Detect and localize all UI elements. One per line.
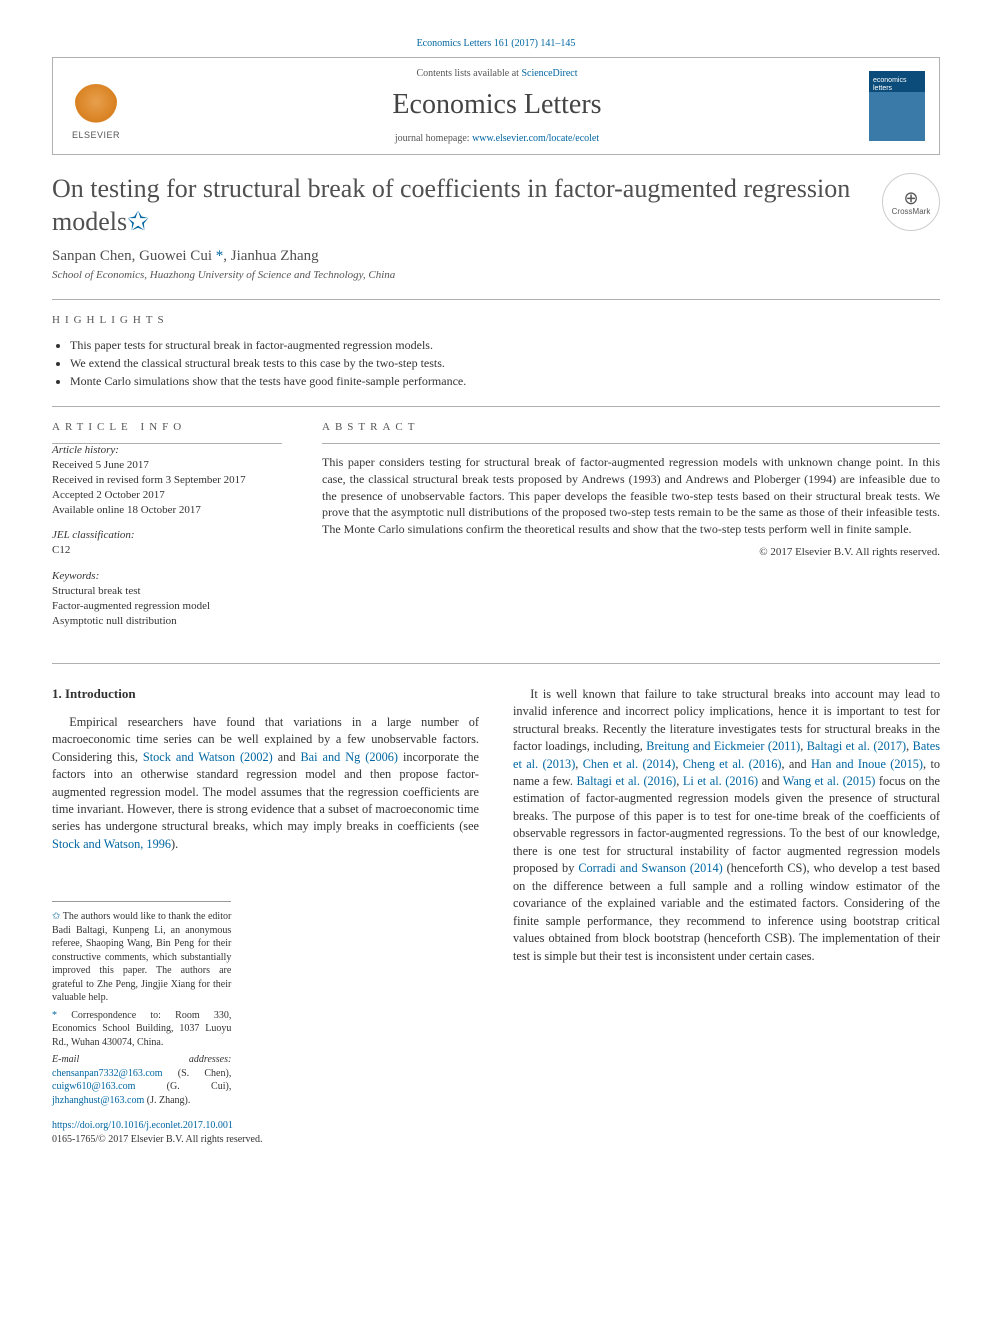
history-online: Available online 18 October 2017 xyxy=(52,503,282,518)
copyright: © 2017 Elsevier B.V. All rights reserved… xyxy=(322,546,940,558)
title-footnote-marker: ✩ xyxy=(127,207,149,236)
citation-link[interactable]: Cheng et al. (2016) xyxy=(683,757,782,771)
homepage-line: journal homepage: www.elsevier.com/locat… xyxy=(125,133,869,144)
email-who: (S. Chen), xyxy=(163,1068,232,1079)
title-text: On testing for structural break of coeff… xyxy=(52,174,850,236)
body-paragraph: It is well known that failure to take st… xyxy=(513,686,940,965)
homepage-prefix: journal homepage: xyxy=(395,133,472,144)
abstract-text: This paper considers testing for structu… xyxy=(322,454,940,538)
highlight-item: We extend the classical structural break… xyxy=(70,354,940,372)
sciencedirect-link[interactable]: ScienceDirect xyxy=(521,68,577,79)
authors-part1: Sanpan Chen, Guowei Cui xyxy=(52,248,216,264)
body-col-right: It is well known that failure to take st… xyxy=(513,686,940,1147)
body-text: and xyxy=(273,750,301,764)
crossmark-badge[interactable]: ⊕ CrossMark xyxy=(882,173,940,231)
body-text: (henceforth CS), who develop a test base… xyxy=(513,861,940,962)
header-center: Contents lists available at ScienceDirec… xyxy=(125,68,869,144)
footnote-emails: E-mail addresses: chensanpan7332@163.com… xyxy=(52,1053,231,1107)
highlights-list: This paper tests for structural break in… xyxy=(52,336,940,390)
homepage-link[interactable]: www.elsevier.com/locate/ecolet xyxy=(472,133,599,144)
citation-link[interactable]: Corradi and Swanson (2014) xyxy=(578,861,722,875)
highlights-label: highlights xyxy=(52,314,940,326)
keywords-head: Keywords: xyxy=(52,570,282,582)
elsevier-logo: ELSEVIER xyxy=(67,72,125,140)
history-block: Article history: Received 5 June 2017 Re… xyxy=(52,444,282,517)
highlight-item: Monte Carlo simulations show that the te… xyxy=(70,372,940,390)
citation-link[interactable]: Li et al. (2016) xyxy=(683,774,758,788)
history-head: Article history: xyxy=(52,444,282,456)
article-title: On testing for structural break of coeff… xyxy=(52,173,866,238)
info-abstract-row: article info Article history: Received 5… xyxy=(52,407,940,641)
journal-reference: Economics Letters 161 (2017) 141–145 xyxy=(52,38,940,49)
section-heading: 1. Introduction xyxy=(52,686,479,702)
doi-block: https://doi.org/10.1016/j.econlet.2017.1… xyxy=(52,1119,479,1146)
affiliation: School of Economics, Huazhong University… xyxy=(52,269,940,281)
authors-part2: , Jianhua Zhang xyxy=(223,248,318,264)
keywords-block: Keywords: Structural break test Factor-a… xyxy=(52,570,282,629)
authors: Sanpan Chen, Guowei Cui *, Jianhua Zhang xyxy=(52,248,940,265)
citation-link[interactable]: Baltagi et al. (2017) xyxy=(807,739,906,753)
elsevier-tree-icon xyxy=(74,84,118,128)
body-text: ). xyxy=(171,837,178,851)
journal-header: ELSEVIER Contents lists available at Sci… xyxy=(52,57,940,155)
email-link[interactable]: jhzhanghust@163.com xyxy=(52,1095,144,1106)
body-text: , xyxy=(575,757,582,771)
body-col-left: 1. Introduction Empirical researchers ha… xyxy=(52,686,479,1147)
article-info-column: article info Article history: Received 5… xyxy=(52,407,282,641)
footnote-ack: ✩ The authors would like to thank the ed… xyxy=(52,910,231,1005)
body-text: and xyxy=(758,774,783,788)
highlight-item: This paper tests for structural break in… xyxy=(70,336,940,354)
keyword: Asymptotic null distribution xyxy=(52,614,282,629)
article-info-label: article info xyxy=(52,421,282,433)
citation-link[interactable]: Wang et al. (2015) xyxy=(783,774,876,788)
citation-link[interactable]: Stock and Watson, 1996 xyxy=(52,837,171,851)
crossmark-icon: ⊕ xyxy=(903,189,918,207)
citation-link[interactable]: Stock and Watson (2002) xyxy=(143,750,273,764)
citation-link[interactable]: Baltagi et al. (2016) xyxy=(576,774,676,788)
body-text: , and xyxy=(781,757,811,771)
abstract-label: abstract xyxy=(322,421,940,433)
spacer xyxy=(322,444,940,454)
abstract-column: abstract This paper considers testing fo… xyxy=(322,407,940,641)
elsevier-label: ELSEVIER xyxy=(72,130,120,140)
keyword: Factor-augmented regression model xyxy=(52,599,282,614)
citation-link[interactable]: Han and Inoue (2015) xyxy=(811,757,923,771)
cover-thumbnail: economics letters xyxy=(869,71,925,141)
citation-link[interactable]: Breitung and Eickmeier (2011) xyxy=(646,739,800,753)
title-row: On testing for structural break of coeff… xyxy=(52,173,940,238)
divider xyxy=(52,663,940,664)
contents-prefix: Contents lists available at xyxy=(416,68,521,79)
divider xyxy=(52,299,940,300)
jel-head: JEL classification: xyxy=(52,529,282,541)
body-paragraph: Empirical researchers have found that va… xyxy=(52,714,479,854)
body-text: , xyxy=(675,757,682,771)
history-received: Received 5 June 2017 xyxy=(52,458,282,473)
citation-link[interactable]: Chen et al. (2014) xyxy=(583,757,676,771)
body-text: , xyxy=(676,774,683,788)
contents-line: Contents lists available at ScienceDirec… xyxy=(125,68,869,79)
keyword: Structural break test xyxy=(52,584,282,599)
body-columns: 1. Introduction Empirical researchers ha… xyxy=(52,686,940,1147)
email-label: E-mail addresses: xyxy=(52,1054,231,1065)
email-who: (J. Zhang). xyxy=(144,1095,190,1106)
footnote-text: The authors would like to thank the edit… xyxy=(52,911,231,1003)
history-revised: Received in revised form 3 September 201… xyxy=(52,473,282,488)
footnote-text: Correspondence to: Room 330, Economics S… xyxy=(52,1010,231,1048)
jel-codes: C12 xyxy=(52,543,282,558)
crossmark-label: CrossMark xyxy=(892,207,931,216)
jel-block: JEL classification: C12 xyxy=(52,529,282,558)
cover-thumb-text: economics letters xyxy=(873,77,921,92)
footnotes: ✩ The authors would like to thank the ed… xyxy=(52,901,231,1107)
issn-line: 0165-1765/© 2017 Elsevier B.V. All right… xyxy=(52,1134,262,1145)
page: Economics Letters 161 (2017) 141–145 ELS… xyxy=(0,0,992,1186)
email-link[interactable]: cuigw610@163.com xyxy=(52,1081,135,1092)
citation-link[interactable]: Bai and Ng (2006) xyxy=(300,750,398,764)
history-accepted: Accepted 2 October 2017 xyxy=(52,488,282,503)
footnote-corr: * Correspondence to: Room 330, Economics… xyxy=(52,1009,231,1050)
email-who: (G. Cui), xyxy=(135,1081,231,1092)
journal-name: Economics Letters xyxy=(125,89,869,121)
doi-link[interactable]: https://doi.org/10.1016/j.econlet.2017.1… xyxy=(52,1120,233,1131)
email-link[interactable]: chensanpan7332@163.com xyxy=(52,1068,163,1079)
